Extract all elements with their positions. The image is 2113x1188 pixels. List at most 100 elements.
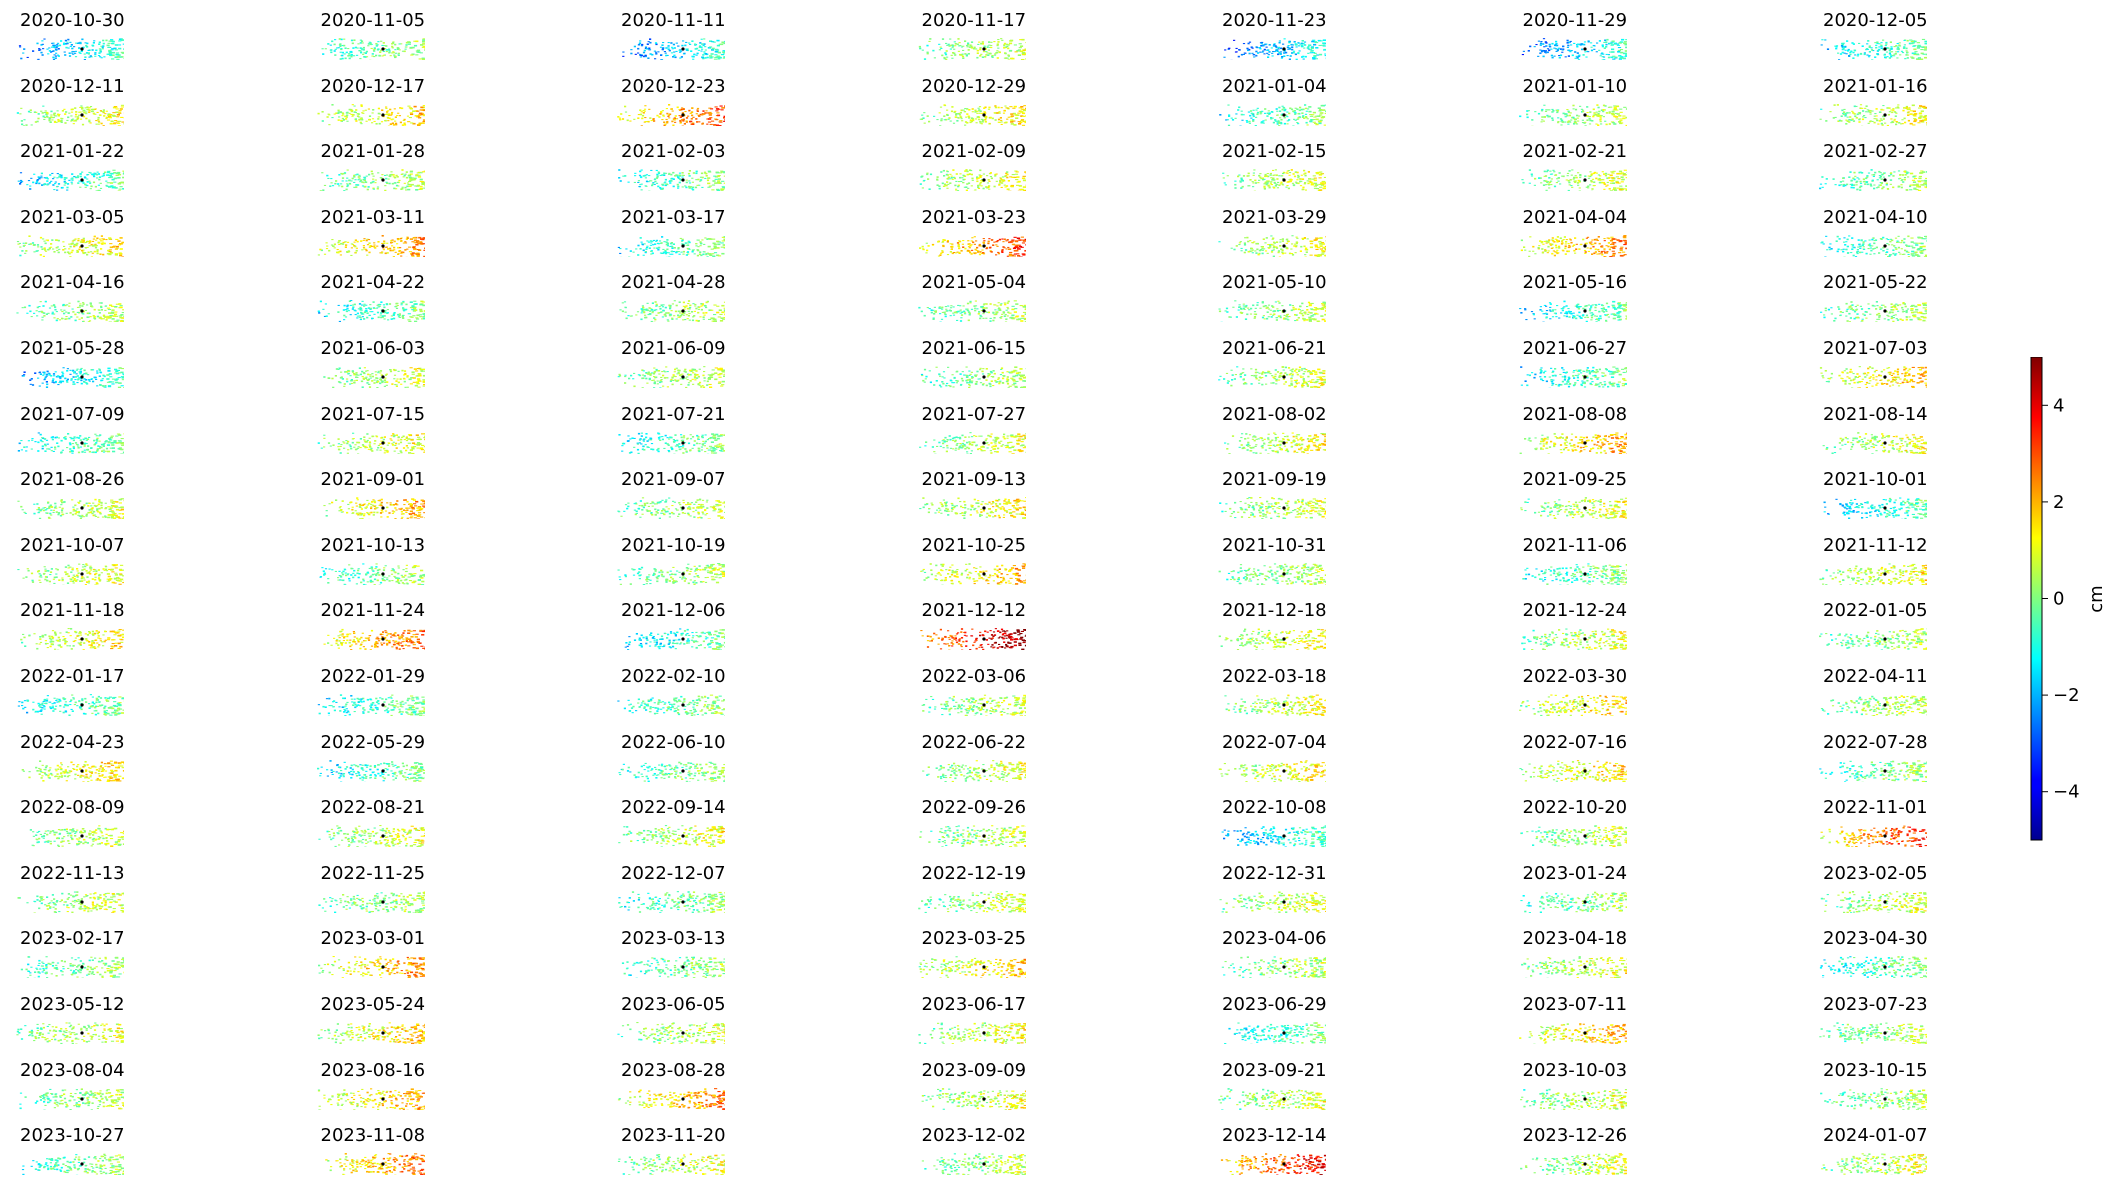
map-pixel (665, 241, 668, 243)
map-pixel (1876, 119, 1879, 121)
map-pixel (950, 57, 953, 59)
map-pixel (708, 113, 712, 116)
map-pixel (1878, 184, 1881, 186)
map-pixel (48, 47, 51, 49)
map-pixel (1308, 49, 1313, 51)
deformation-map (317, 234, 425, 257)
map-pixel (120, 39, 124, 41)
map-pixel (640, 55, 643, 57)
map-pixel (71, 178, 74, 180)
map-pixel (993, 104, 996, 107)
map-pixel (994, 254, 997, 256)
map-pixel (987, 44, 990, 46)
map-pixel (1267, 243, 1270, 245)
map-pixel (1265, 43, 1268, 45)
map-pixel (79, 118, 83, 120)
map-pixel (395, 242, 398, 245)
map-pixel (650, 170, 653, 172)
map-pixel (1618, 42, 1622, 44)
map-pixel (1592, 185, 1595, 187)
map-pixel (333, 243, 336, 245)
map-pixel (1265, 236, 1268, 239)
map-pixel (1835, 45, 1838, 48)
map-pixel (320, 172, 323, 174)
map-pixel (1565, 108, 1568, 110)
map-pixel (1858, 120, 1861, 123)
map-pixel (1260, 111, 1263, 113)
map-pixel (1312, 121, 1316, 123)
map-pixel (398, 49, 401, 51)
map-pixel (1609, 182, 1613, 184)
map-pixel (75, 244, 78, 246)
map-pixel (1293, 118, 1296, 120)
map-pixel (408, 47, 413, 49)
map-pixel (1271, 249, 1274, 251)
map-pixel (1557, 240, 1560, 242)
map-pixel (400, 169, 404, 171)
map-pixel (945, 56, 948, 58)
map-pixel (115, 111, 119, 113)
map-pixel (1598, 175, 1601, 177)
map-pixel (1021, 253, 1025, 255)
map-pixel (695, 172, 698, 175)
map-pixel (422, 255, 425, 257)
map-pixel (1318, 240, 1322, 243)
map-pixel (989, 176, 992, 178)
map-pixel (973, 189, 976, 191)
map-pixel (996, 41, 1000, 43)
map-pixel (328, 185, 331, 188)
map-pixel (1278, 184, 1281, 187)
map-pixel (1286, 170, 1289, 172)
map-pixel (978, 47, 982, 49)
map-pixel (1898, 185, 1901, 188)
map-pixel (394, 188, 397, 190)
map-pixel (1603, 239, 1606, 241)
map-pixel (1303, 169, 1306, 172)
map-pixel (1923, 182, 1927, 185)
map-pixel (682, 40, 685, 42)
map-pixel (367, 238, 370, 240)
map-pixel (678, 174, 681, 177)
map-pixel (1019, 50, 1023, 52)
map-pixel (73, 46, 76, 48)
map-pixel (28, 243, 31, 245)
map-pixel (82, 237, 85, 240)
map-pixel (1312, 175, 1316, 177)
map-pixel (407, 43, 411, 45)
map-pixel (1270, 235, 1273, 237)
map-pixel (712, 180, 716, 182)
map-pixel (1562, 175, 1565, 178)
map-pixel (1278, 121, 1281, 124)
map-pixel (91, 240, 95, 242)
map-pixel (682, 250, 685, 253)
map-pixel (714, 176, 718, 178)
map-pixel (108, 116, 112, 118)
map-pixel (1249, 109, 1253, 112)
panel-date-label: 2021-01-16 (1823, 76, 1928, 97)
map-pixel (1297, 117, 1300, 120)
map-pixel (1916, 47, 1920, 49)
map-pixel (46, 180, 49, 183)
map-pixel (661, 49, 664, 51)
map-pixel (415, 115, 419, 117)
map-pixel (341, 180, 344, 182)
map-pixel (345, 188, 348, 191)
map-pixel (58, 113, 61, 115)
map-pixel (649, 41, 652, 44)
map-pixel (961, 243, 964, 245)
map-pixel (1005, 248, 1008, 250)
reference-point-marker (981, 178, 986, 182)
map-pixel (1904, 121, 1907, 123)
map-pixel (330, 116, 334, 118)
map-pixel (701, 239, 704, 241)
map-pixel (690, 186, 693, 188)
map-pixel (1918, 176, 1922, 178)
map-pixel (1257, 182, 1260, 184)
panel-2021-02-03: 2021-02-03 (601, 131, 901, 193)
map-pixel (675, 50, 678, 52)
map-pixel (36, 249, 39, 252)
map-pixel (1006, 255, 1009, 257)
map-pixel (1597, 49, 1600, 51)
map-pixel (118, 120, 122, 122)
map-pixel (986, 242, 989, 244)
